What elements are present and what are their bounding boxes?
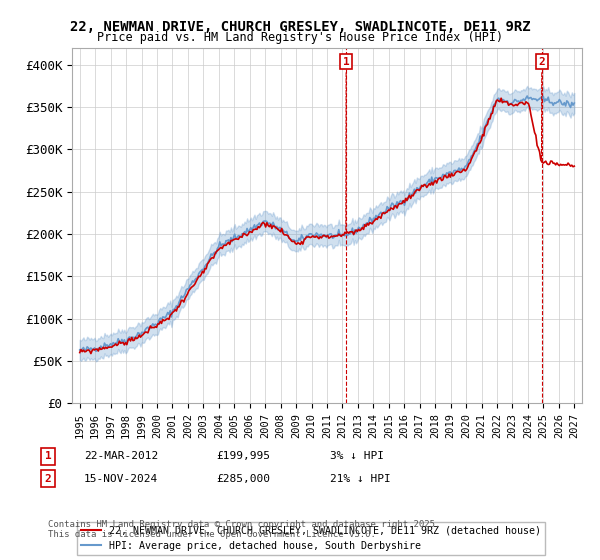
Text: Contains HM Land Registry data © Crown copyright and database right 2025.
This d: Contains HM Land Registry data © Crown c… — [48, 520, 440, 539]
Text: 1: 1 — [343, 57, 350, 231]
Text: £285,000: £285,000 — [216, 474, 270, 484]
Text: Price paid vs. HM Land Registry's House Price Index (HPI): Price paid vs. HM Land Registry's House … — [97, 31, 503, 44]
Text: 3% ↓ HPI: 3% ↓ HPI — [330, 451, 384, 461]
Text: 22, NEWMAN DRIVE, CHURCH GRESLEY, SWADLINCOTE, DE11 9RZ: 22, NEWMAN DRIVE, CHURCH GRESLEY, SWADLI… — [70, 20, 530, 34]
Legend: 22, NEWMAN DRIVE, CHURCH GRESLEY, SWADLINCOTE, DE11 9RZ (detached house), HPI: A: 22, NEWMAN DRIVE, CHURCH GRESLEY, SWADLI… — [77, 522, 545, 554]
Text: £199,995: £199,995 — [216, 451, 270, 461]
Text: 2: 2 — [44, 474, 52, 484]
Text: 22-MAR-2012: 22-MAR-2012 — [84, 451, 158, 461]
Text: 15-NOV-2024: 15-NOV-2024 — [84, 474, 158, 484]
Text: 2: 2 — [538, 57, 545, 159]
Text: 1: 1 — [44, 451, 52, 461]
Text: 21% ↓ HPI: 21% ↓ HPI — [330, 474, 391, 484]
